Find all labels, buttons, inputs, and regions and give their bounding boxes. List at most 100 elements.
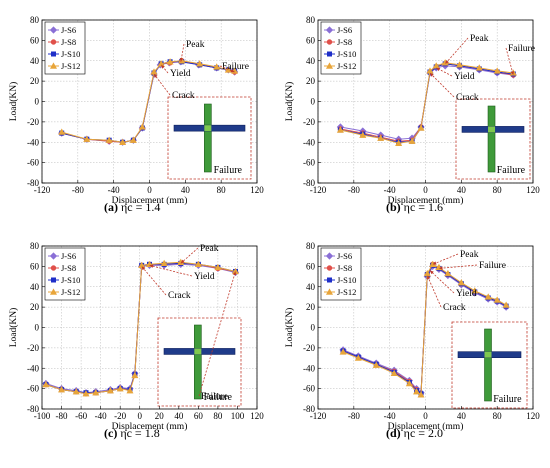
y-tick-label: -40 [27, 363, 39, 373]
annotation-arrow [429, 270, 455, 294]
annotation-peak: Peak [200, 244, 219, 254]
specimen-joint [204, 125, 212, 132]
x-tick-label: 40 [457, 185, 467, 195]
y-tick-label: 60 [306, 35, 316, 45]
y-tick-label: 40 [30, 56, 40, 66]
x-tick-label: 120 [526, 411, 540, 421]
legend-swatch-marker [49, 26, 58, 34]
data-point [493, 67, 501, 74]
data-point [83, 135, 91, 142]
specimen-joint [488, 126, 496, 133]
x-tick-label: 100 [231, 411, 245, 421]
data-point [493, 296, 501, 303]
specimen-column [484, 328, 492, 402]
panel-caption: (a) ηc = 1.4 [104, 200, 160, 214]
annotation-crack: Crack [168, 291, 191, 301]
x-tick-label: -120 [310, 185, 327, 195]
legend-label: J-S12 [61, 287, 80, 297]
x-tick-label: -120 [34, 185, 51, 195]
x-tick-label: 0 [137, 411, 142, 421]
annotation-failure: Failure [479, 261, 506, 271]
data-point [42, 380, 50, 388]
series-line [342, 265, 507, 394]
data-point [166, 58, 174, 65]
data-point [413, 388, 421, 395]
data-point [138, 123, 146, 130]
annotation-arrow [219, 65, 235, 73]
legend-label: J-S10 [337, 275, 356, 285]
panel-caption: (d) ηc = 2.0 [386, 426, 443, 440]
specimen-inset: Failure [455, 98, 531, 180]
data-point [138, 261, 146, 269]
legend-swatch-marker [50, 277, 56, 283]
data-point [372, 361, 380, 368]
specimen-inset: Failure [167, 96, 252, 180]
y-tick-label: -80 [303, 178, 315, 188]
x-tick-label: 0 [147, 185, 152, 195]
inset-failure-label: Failure [493, 394, 522, 405]
inset-failure-label: Failure [204, 392, 233, 403]
y-tick-label: 0 [35, 97, 40, 107]
y-tick-label: 40 [306, 282, 316, 292]
legend-swatch-marker [326, 39, 333, 45]
x-tick-label: -40 [384, 185, 396, 195]
y-tick-label: -20 [27, 343, 39, 353]
x-tick-label: 80 [493, 185, 503, 195]
caption-letter: (d) [386, 426, 404, 440]
series-J-S12 [42, 258, 240, 397]
y-tick-label: 20 [30, 302, 40, 312]
y-tick-label: 80 [30, 241, 40, 251]
annotation-arrowhead [436, 67, 441, 72]
annotation-arrow [505, 47, 514, 76]
annotation-arrowhead [427, 275, 431, 280]
y-tick-label: 20 [30, 76, 40, 86]
chart-panel-1: Failure-120 -80 -40 0 40 80 120-80-60-40-20020… [8, 15, 264, 214]
annotation-arrowhead [232, 271, 237, 276]
legend-swatch-marker [326, 51, 332, 57]
annotation-arrow [141, 266, 167, 296]
annotation-arrowhead [510, 71, 515, 76]
annotation-peak: Peak [460, 250, 479, 260]
annotation-arrowhead [153, 73, 158, 78]
annotation-arrow [198, 271, 236, 397]
y-tick-label: -40 [27, 137, 39, 147]
annotation-arrowhead [161, 64, 165, 69]
x-tick-label: 120 [250, 411, 264, 421]
annotation-arrowhead [438, 266, 443, 270]
annotation-arrowhead [445, 59, 449, 64]
data-point [58, 128, 66, 135]
annotation-arrowhead [432, 261, 437, 265]
data-point [131, 371, 139, 379]
caption-text: ηc = 2.0 [404, 426, 443, 440]
specimen-column [204, 103, 212, 173]
legend-label: J-S12 [337, 61, 356, 71]
annotation-yield: Yield [454, 72, 475, 82]
x-tick-label: -40 [95, 411, 107, 421]
data-point [408, 137, 416, 144]
legend: J-S6 J-S8 J-S10 J-S12 [44, 21, 86, 75]
x-tick-label: -40 [384, 411, 396, 421]
panel-caption: (b) ηc = 1.6 [386, 200, 443, 214]
x-tick-label: -60 [75, 411, 87, 421]
legend-swatch-marker [49, 62, 58, 69]
data-point [377, 134, 385, 141]
legend-swatch-marker [325, 26, 334, 34]
legend: J-S6 J-S8 J-S10 J-S12 [320, 21, 362, 75]
legend-label: J-S6 [337, 25, 352, 35]
y-tick-label: 0 [311, 323, 316, 333]
x-tick-label: 0 [423, 185, 428, 195]
annotation-failure: Failure [201, 392, 228, 402]
data-point [106, 387, 114, 394]
y-tick-label: 40 [30, 282, 40, 292]
data-point [58, 386, 66, 393]
legend-label: J-S10 [337, 49, 356, 59]
y-tick-label: -40 [303, 137, 315, 147]
annotation-arrow [180, 247, 199, 264]
x-tick-label: -120 [310, 411, 327, 421]
specimen-joint [484, 351, 492, 358]
specimen-inset: Failure [157, 317, 242, 407]
data-point [82, 390, 90, 397]
series-J-S12 [58, 57, 239, 145]
data-point [426, 67, 434, 74]
series-J-S12 [339, 260, 510, 398]
